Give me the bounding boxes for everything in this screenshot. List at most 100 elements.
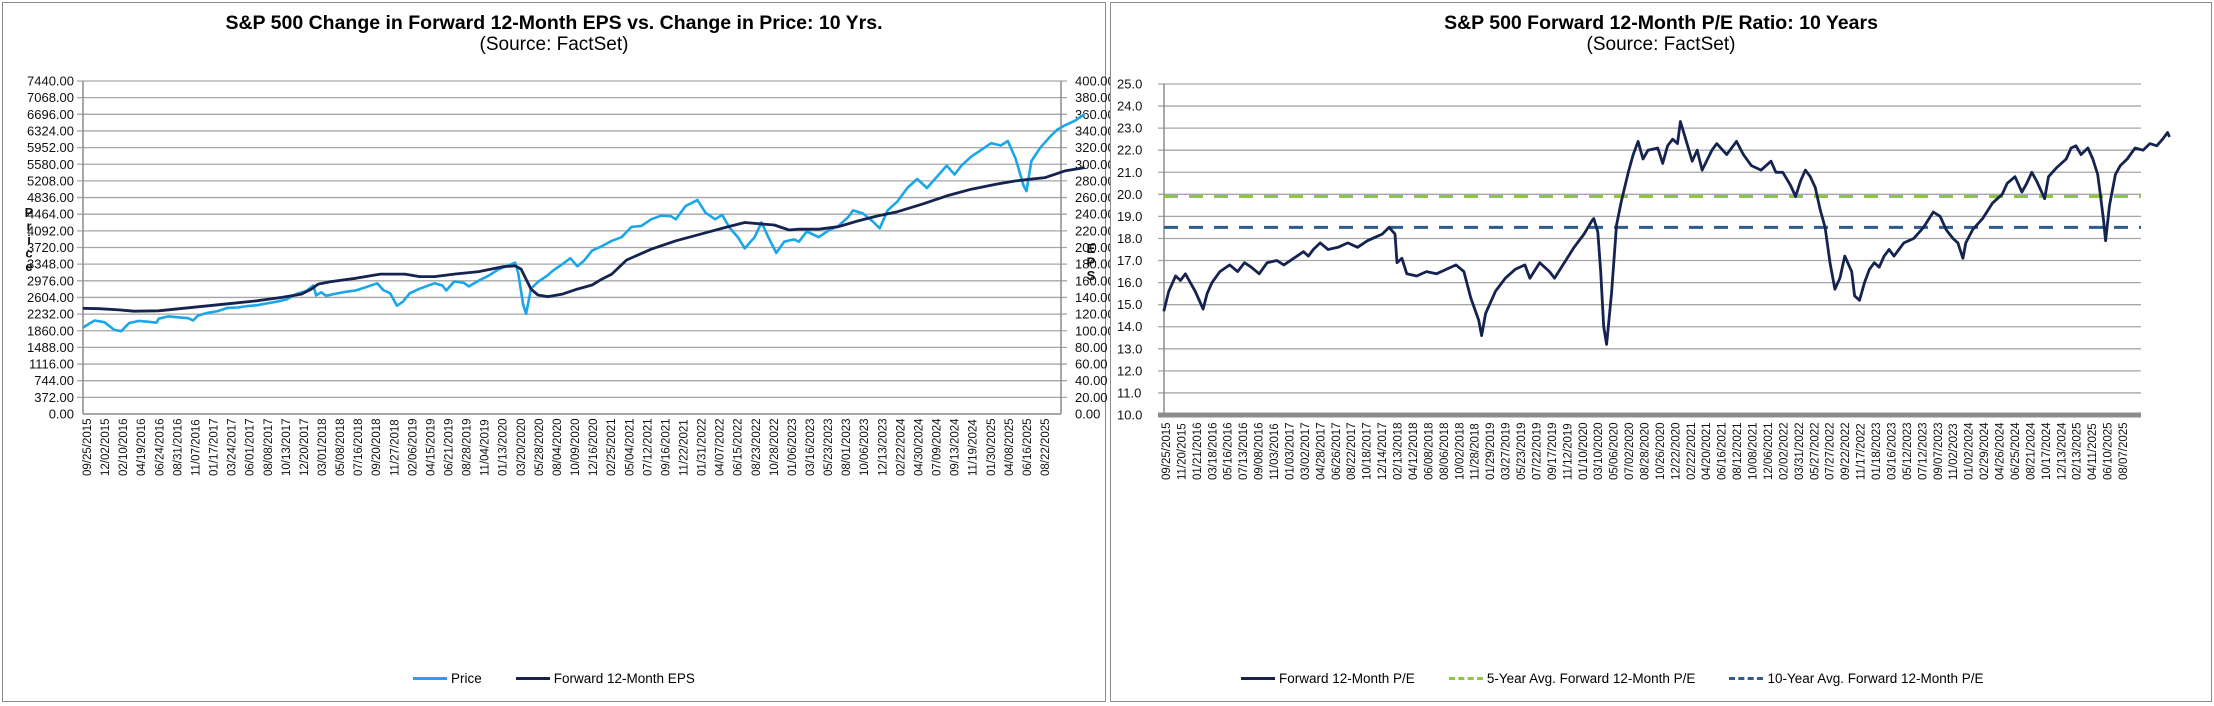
y-tick-label: 13.0 bbox=[1117, 341, 1142, 356]
y-tick-label: 4464.00 bbox=[27, 207, 74, 222]
y-tick-label: 5580.00 bbox=[27, 157, 74, 172]
x-tick-label: 05/06/2020 bbox=[1609, 422, 1621, 480]
x-tick-label: 11/12/2019 bbox=[1562, 423, 1574, 480]
x-tick-label: 09/16/2021 bbox=[660, 418, 672, 476]
eps-series-line bbox=[82, 166, 1085, 313]
x-tick-label: 08/23/2022 bbox=[751, 418, 763, 476]
x-tick-label: 01/30/2025 bbox=[986, 418, 998, 476]
x-tick-label: 01/06/2023 bbox=[787, 418, 799, 476]
x-tick-label: 04/11/2025 bbox=[2087, 423, 2099, 480]
y-tick-label: 22.0 bbox=[1117, 143, 1142, 158]
y-tick-label: 7068.00 bbox=[27, 90, 74, 105]
x-tick-label: 03/02/2017 bbox=[1300, 422, 1312, 480]
forward-pe-chart-panel: S&P 500 Forward 12-Month P/E Ratio: 10 Y… bbox=[1110, 2, 2212, 702]
x-tick-label: 01/13/2020 bbox=[498, 418, 510, 476]
y-tick-label: 17.0 bbox=[1117, 253, 1142, 268]
x-tick-label: 05/08/2018 bbox=[335, 418, 347, 476]
y-tick-label: 10.0 bbox=[1117, 408, 1142, 423]
y-tick-label: 744.00 bbox=[34, 373, 74, 388]
y-tick-label: 0.00 bbox=[49, 407, 74, 422]
y-tick-label: 18.0 bbox=[1117, 231, 1142, 246]
y-tick-label: 19.0 bbox=[1117, 209, 1142, 224]
x-tick-label: 04/19/2016 bbox=[136, 418, 148, 476]
x-tick-label: 05/04/2021 bbox=[624, 418, 636, 476]
x-tick-label: 08/01/2023 bbox=[841, 418, 853, 476]
y-axis-label-char: c bbox=[25, 246, 32, 261]
y-tick-label: 2976.00 bbox=[27, 273, 74, 288]
y2-tick-label: 240.00 bbox=[1075, 207, 1115, 222]
x-tick-label: 12/06/2021 bbox=[1763, 422, 1775, 480]
x-tick-label: 07/12/2023 bbox=[1917, 422, 1929, 480]
x-tick-label: 01/17/2017 bbox=[209, 418, 221, 476]
x-tick-label: 08/31/2016 bbox=[172, 418, 184, 476]
y-tick-label: 5952.00 bbox=[27, 140, 74, 155]
x-tick-label: 04/28/2017 bbox=[1315, 422, 1327, 480]
y2-axis-label-char: E bbox=[1087, 241, 1096, 256]
x-tick-label: 03/16/2023 bbox=[805, 418, 817, 476]
legend-item: 10-Year Avg. Forward 12-Month P/E bbox=[1729, 671, 1984, 686]
chart-title: S&P 500 Change in Forward 12-Month EPS v… bbox=[225, 12, 883, 34]
x-tick-label: 09/13/2024 bbox=[950, 418, 962, 476]
y2-tick-label: 100.00 bbox=[1075, 323, 1115, 338]
y2-tick-label: 380.00 bbox=[1075, 90, 1115, 105]
legend-swatch-icon bbox=[1729, 677, 1764, 680]
x-tick-label: 03/20/2020 bbox=[516, 418, 528, 476]
x-tick-label: 11/20/2015 bbox=[1176, 423, 1188, 480]
x-tick-label: 02/13/2018 bbox=[1393, 422, 1405, 480]
y-tick-label: 4836.00 bbox=[27, 190, 74, 205]
x-tick-label: 09/07/2023 bbox=[1933, 422, 1945, 480]
x-tick-label: 08/22/2025 bbox=[1040, 418, 1052, 476]
x-tick-label: 04/20/2021 bbox=[1701, 422, 1713, 480]
x-tick-label: 02/25/2021 bbox=[606, 418, 618, 476]
x-tick-label: 04/07/2022 bbox=[715, 418, 727, 476]
y-axis-label-char: P bbox=[25, 205, 34, 220]
x-tick-label: 02/22/2021 bbox=[1686, 422, 1698, 480]
y-tick-label: 1488.00 bbox=[27, 340, 74, 355]
x-tick-label: 02/13/2025 bbox=[2072, 422, 2084, 480]
y2-tick-label: 360.00 bbox=[1075, 107, 1115, 122]
x-tick-label: 04/30/2024 bbox=[913, 418, 925, 476]
y2-axis-label-char: P bbox=[1087, 255, 1096, 270]
x-tick-label: 08/07/2025 bbox=[2118, 422, 2130, 480]
legend-swatch-icon bbox=[1241, 677, 1275, 680]
x-tick-label: 09/08/2016 bbox=[1254, 422, 1266, 480]
y-axis-label-char: e bbox=[25, 259, 32, 274]
x-tick-label: 10/17/2024 bbox=[2041, 422, 2053, 480]
x-tick-label: 05/16/2016 bbox=[1223, 422, 1235, 480]
x-tick-label: 10/26/2020 bbox=[1655, 422, 1667, 480]
y-tick-label: 372.00 bbox=[34, 390, 74, 405]
legend-label: 10-Year Avg. Forward 12-Month P/E bbox=[1767, 671, 1984, 686]
chart-title: S&P 500 Forward 12-Month P/E Ratio: 10 Y… bbox=[1444, 12, 1878, 34]
legend-item: Forward 12-Month EPS bbox=[515, 671, 695, 686]
x-tick-label: 04/12/2018 bbox=[1408, 422, 1420, 480]
y-tick-label: 1860.00 bbox=[27, 323, 74, 338]
y-tick-label: 2604.00 bbox=[27, 290, 74, 305]
y2-axis-label-char: S bbox=[1087, 268, 1096, 283]
y2-tick-label: 0.00 bbox=[1075, 407, 1100, 422]
legend-swatch-icon bbox=[413, 677, 447, 680]
x-tick-label: 12/13/2023 bbox=[877, 418, 889, 476]
x-tick-label: 03/27/2019 bbox=[1501, 422, 1513, 480]
x-tick-label: 10/06/2023 bbox=[859, 418, 871, 476]
y-tick-label: 3720.00 bbox=[27, 240, 74, 255]
x-tick-label: 10/13/2017 bbox=[281, 418, 293, 476]
y2-tick-label: 280.00 bbox=[1075, 173, 1115, 188]
x-tick-label: 06/16/2025 bbox=[1022, 418, 1034, 476]
x-tick-label: 08/04/2020 bbox=[552, 418, 564, 476]
x-tick-label: 11/04/2019 bbox=[480, 419, 492, 476]
x-tick-label: 06/10/2025 bbox=[2103, 422, 2115, 480]
x-tick-label: 03/01/2018 bbox=[317, 418, 329, 476]
y2-tick-label: 160.00 bbox=[1075, 273, 1115, 288]
y-tick-label: 24.0 bbox=[1117, 99, 1142, 114]
x-tick-label: 07/02/2020 bbox=[1624, 422, 1636, 480]
x-tick-label: 11/02/2023 bbox=[1948, 423, 1960, 480]
x-tick-label: 07/09/2024 bbox=[932, 418, 944, 476]
y2-tick-label: 20.00 bbox=[1075, 390, 1108, 405]
x-tick-label: 01/29/2019 bbox=[1485, 422, 1497, 480]
y-tick-label: 1116.00 bbox=[29, 357, 74, 372]
x-tick-label: 12/14/2017 bbox=[1377, 422, 1389, 480]
x-tick-label: 08/08/2017 bbox=[263, 418, 275, 476]
x-tick-label: 05/23/2019 bbox=[1516, 422, 1528, 480]
legend-label: 5-Year Avg. Forward 12-Month P/E bbox=[1486, 671, 1696, 686]
y-tick-label: 14.0 bbox=[1117, 319, 1142, 334]
